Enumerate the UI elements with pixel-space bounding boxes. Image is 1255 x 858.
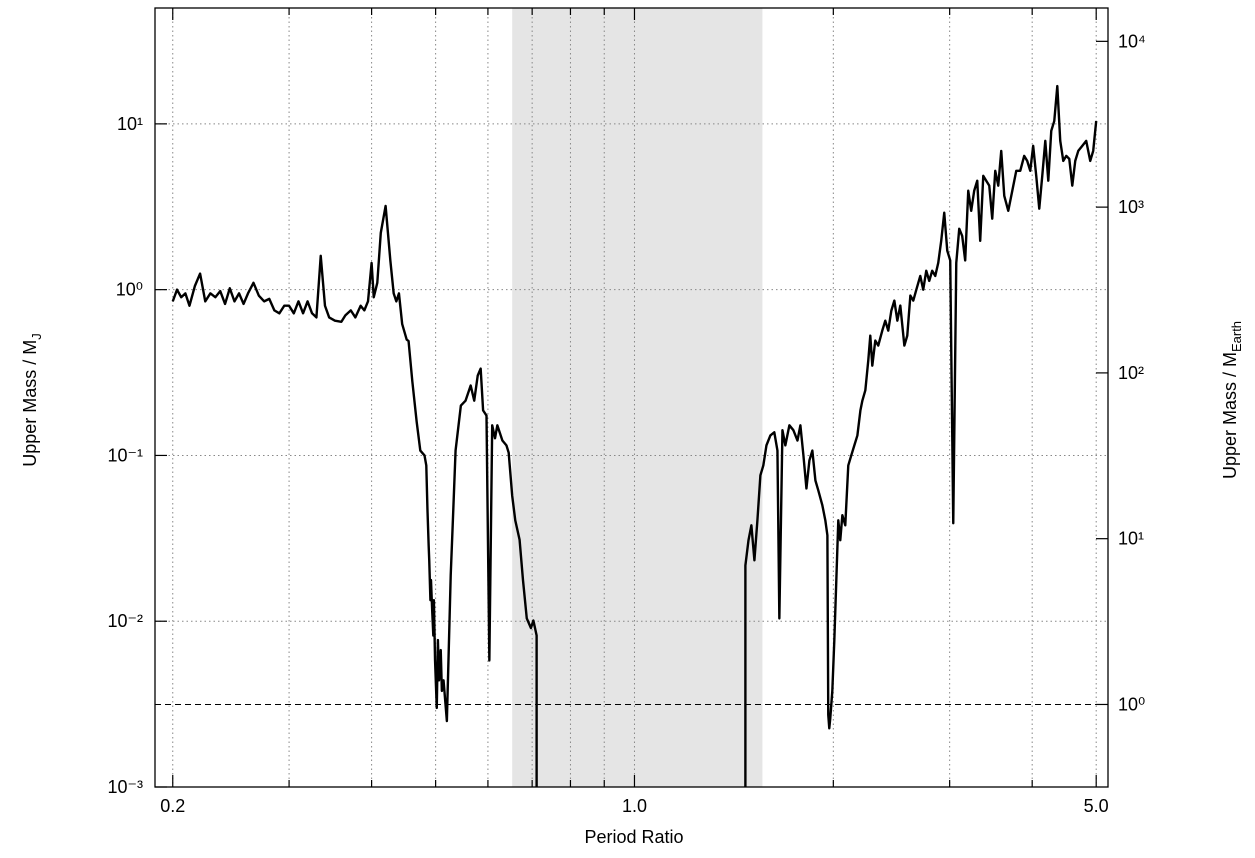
y-axis-label-sub: J (29, 333, 44, 340)
x-tick-label: 1.0 (622, 796, 647, 816)
y-tick-label: 10⁻³ (107, 777, 143, 797)
y-tick-label: 10⁻² (107, 611, 143, 631)
y2-tick-label: 10³ (1118, 197, 1144, 217)
shaded-region (512, 8, 763, 787)
y2-tick-label: 10² (1118, 363, 1144, 383)
plot-frame (154, 7, 1109, 788)
x-tick-label: 0.2 (160, 796, 185, 816)
y2-tick-label: 10⁰ (1118, 694, 1145, 714)
y2-tick-label: 10¹ (1118, 529, 1144, 549)
y2-tick-label: 10⁴ (1118, 31, 1146, 51)
x-tick-label: 5.0 (1084, 796, 1109, 816)
y2-axis-label-text: Upper Mass / M (1220, 352, 1240, 479)
y-tick-label: 10⁻¹ (107, 445, 143, 465)
y2-axis-label: Upper Mass / MEarth (1220, 321, 1244, 479)
x-axis-label: Period Ratio (584, 827, 683, 847)
data-line (171, 84, 1098, 787)
y-axis-label-text: Upper Mass / M (20, 340, 40, 467)
y-tick-label: 10⁰ (116, 280, 143, 300)
y2-axis-label-sub: Earth (1229, 321, 1244, 352)
y-axis-label: Upper Mass / MJ (20, 333, 44, 467)
y-tick-label: 10¹ (117, 114, 143, 134)
